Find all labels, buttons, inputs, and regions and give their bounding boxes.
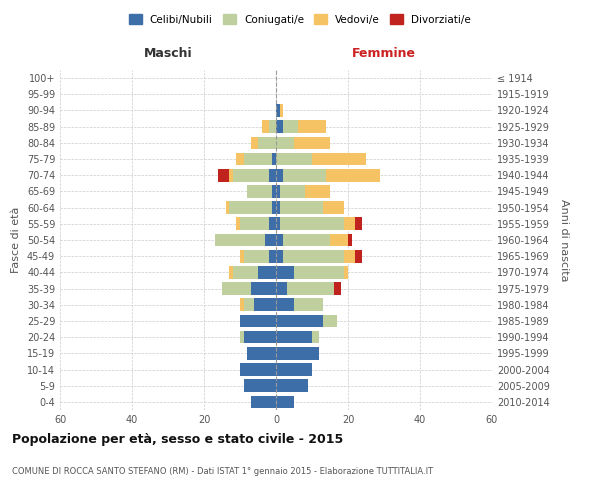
Bar bbox=[294, 298, 323, 311]
Bar bbox=[276, 250, 283, 262]
Bar bbox=[276, 234, 283, 246]
Bar bbox=[326, 169, 380, 181]
Bar bbox=[280, 202, 323, 214]
Bar bbox=[222, 282, 251, 295]
Bar bbox=[240, 298, 244, 311]
Bar bbox=[276, 331, 312, 344]
Bar bbox=[276, 169, 283, 181]
Bar bbox=[276, 152, 312, 166]
Bar bbox=[247, 347, 276, 360]
Bar bbox=[312, 152, 366, 166]
Bar bbox=[269, 250, 276, 262]
Bar bbox=[244, 250, 269, 262]
Bar bbox=[283, 250, 344, 262]
Bar bbox=[240, 218, 269, 230]
Bar bbox=[240, 250, 244, 262]
Bar bbox=[215, 234, 265, 246]
Bar bbox=[283, 120, 298, 133]
Bar bbox=[233, 266, 258, 278]
Bar bbox=[244, 152, 272, 166]
Bar bbox=[344, 218, 355, 230]
Bar bbox=[280, 218, 344, 230]
Bar bbox=[247, 185, 272, 198]
Bar bbox=[355, 218, 362, 230]
Bar bbox=[269, 120, 276, 133]
Bar bbox=[236, 218, 240, 230]
Bar bbox=[280, 185, 305, 198]
Bar bbox=[276, 363, 312, 376]
Bar bbox=[276, 282, 287, 295]
Bar bbox=[251, 282, 276, 295]
Bar bbox=[330, 234, 348, 246]
Bar bbox=[276, 380, 308, 392]
Bar bbox=[233, 169, 269, 181]
Bar bbox=[276, 202, 280, 214]
Bar bbox=[244, 298, 254, 311]
Bar bbox=[294, 266, 344, 278]
Bar bbox=[229, 202, 272, 214]
Text: Popolazione per età, sesso e stato civile - 2015: Popolazione per età, sesso e stato civil… bbox=[12, 432, 343, 446]
Bar bbox=[323, 202, 344, 214]
Legend: Celibi/Nubili, Coniugati/e, Vedovi/e, Divorziati/e: Celibi/Nubili, Coniugati/e, Vedovi/e, Di… bbox=[125, 10, 475, 29]
Bar bbox=[334, 282, 341, 295]
Bar bbox=[272, 202, 276, 214]
Bar bbox=[229, 169, 233, 181]
Text: Maschi: Maschi bbox=[143, 48, 193, 60]
Bar bbox=[276, 298, 294, 311]
Bar bbox=[254, 298, 276, 311]
Bar bbox=[344, 266, 348, 278]
Bar bbox=[240, 363, 276, 376]
Bar bbox=[240, 314, 276, 328]
Bar bbox=[262, 120, 269, 133]
Bar bbox=[276, 314, 323, 328]
Bar bbox=[280, 104, 283, 117]
Bar bbox=[276, 104, 280, 117]
Bar bbox=[294, 136, 330, 149]
Bar bbox=[283, 169, 326, 181]
Bar bbox=[283, 234, 330, 246]
Text: COMUNE DI ROCCA SANTO STEFANO (RM) - Dati ISTAT 1° gennaio 2015 - Elaborazione T: COMUNE DI ROCCA SANTO STEFANO (RM) - Dat… bbox=[12, 468, 433, 476]
Bar bbox=[276, 218, 280, 230]
Text: Femmine: Femmine bbox=[352, 48, 416, 60]
Bar bbox=[251, 136, 258, 149]
Bar bbox=[323, 314, 337, 328]
Bar bbox=[251, 396, 276, 408]
Bar bbox=[218, 169, 229, 181]
Y-axis label: Anni di nascita: Anni di nascita bbox=[559, 198, 569, 281]
Bar bbox=[344, 250, 355, 262]
Bar bbox=[298, 120, 326, 133]
Bar bbox=[244, 331, 276, 344]
Bar bbox=[244, 380, 276, 392]
Bar bbox=[229, 266, 233, 278]
Bar bbox=[276, 347, 319, 360]
Bar bbox=[276, 120, 283, 133]
Bar bbox=[272, 185, 276, 198]
Bar bbox=[348, 234, 352, 246]
Bar bbox=[276, 266, 294, 278]
Bar bbox=[240, 331, 244, 344]
Bar bbox=[355, 250, 362, 262]
Y-axis label: Fasce di età: Fasce di età bbox=[11, 207, 21, 273]
Bar bbox=[265, 234, 276, 246]
Bar bbox=[305, 185, 330, 198]
Bar bbox=[236, 152, 244, 166]
Bar bbox=[276, 185, 280, 198]
Bar bbox=[272, 152, 276, 166]
Bar bbox=[276, 136, 294, 149]
Bar bbox=[258, 266, 276, 278]
Bar bbox=[269, 218, 276, 230]
Bar bbox=[269, 169, 276, 181]
Bar bbox=[312, 331, 319, 344]
Bar bbox=[258, 136, 276, 149]
Bar bbox=[226, 202, 229, 214]
Bar bbox=[287, 282, 334, 295]
Bar bbox=[276, 396, 294, 408]
